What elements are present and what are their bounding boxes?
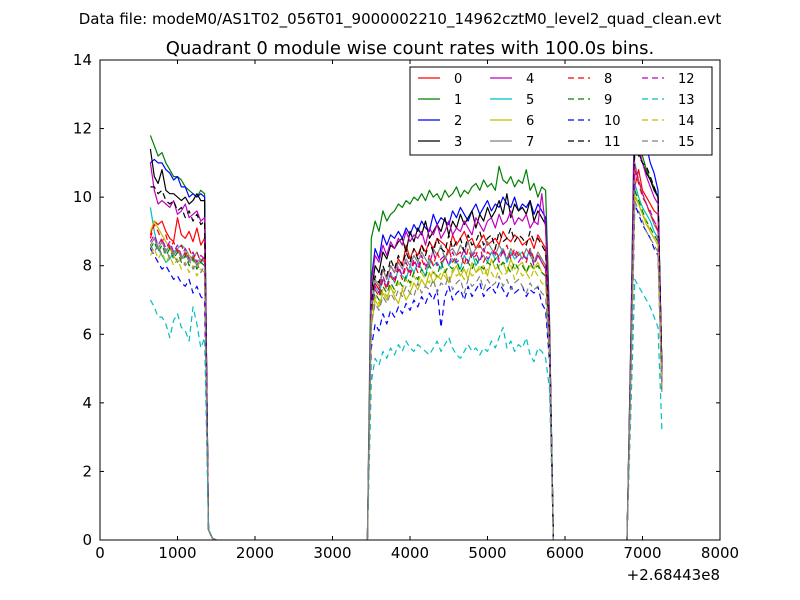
x-tick-label: 3000: [313, 544, 351, 562]
y-tick-label: 8: [82, 257, 92, 275]
series-9-segment-3: [626, 189, 663, 541]
legend-label-4: 4: [526, 72, 534, 87]
series-10-segment-3: [626, 203, 663, 541]
series-15-segment-1: [149, 244, 217, 541]
x-tick-label: 7000: [623, 544, 661, 562]
series-13-segment-3: [626, 278, 663, 541]
legend-label-0: 0: [454, 72, 462, 87]
y-tick-label: 14: [73, 51, 92, 69]
y-tick-label: 12: [73, 120, 92, 138]
series-9-segment-2: [366, 258, 554, 541]
y-tick-label: 10: [73, 188, 92, 206]
y-tick-label: 2: [82, 462, 92, 480]
y-tick-label: 0: [82, 531, 92, 549]
series-7-segment-2: [366, 241, 554, 541]
x-tick-label: 5000: [468, 544, 506, 562]
legend-label-14: 14: [678, 114, 695, 129]
plot-frame: [99, 59, 721, 541]
series-11-segment-2: [366, 227, 554, 541]
series-layer: [149, 79, 663, 541]
legend-label-7: 7: [526, 135, 534, 150]
y-tick-label: 6: [82, 325, 92, 343]
legend-label-3: 3: [454, 135, 462, 150]
legend-label-6: 6: [526, 114, 534, 129]
series-11-segment-3: [626, 145, 663, 541]
legend-label-12: 12: [678, 72, 695, 87]
series-8-segment-2: [366, 244, 554, 541]
x-tick-label: 4000: [391, 544, 429, 562]
legend-label-8: 8: [604, 72, 612, 87]
series-11: [150, 145, 663, 541]
series-10-segment-1: [149, 248, 217, 541]
series-7-segment-3: [626, 162, 663, 541]
x-tick-label: 2000: [236, 544, 274, 562]
legend-label-11: 11: [604, 135, 621, 150]
legend-label-2: 2: [454, 114, 462, 129]
legend-frame: [409, 66, 713, 156]
series-2-segment-2: [366, 196, 554, 541]
legend-label-5: 5: [526, 93, 534, 108]
series-15-segment-3: [626, 200, 663, 541]
legend-label-9: 9: [604, 93, 612, 108]
series-13: [149, 278, 663, 541]
x-tick-label: 0: [95, 544, 105, 562]
series-13-segment-2: [366, 326, 554, 541]
series-13-segment-1: [149, 299, 217, 541]
tick-layer: 0 1000 2000 3000 4000 5000 6000 7000 80000246810…: [73, 51, 739, 562]
chart-title: Quadrant 0 module wise count rates with …: [166, 38, 655, 59]
series-15-segment-2: [366, 275, 554, 541]
x-tick-label: 8000: [701, 544, 739, 562]
series-6-segment-2: [366, 258, 554, 541]
legend-label-13: 13: [678, 93, 695, 108]
series-3-segment-2: [366, 193, 554, 541]
legend-label-1: 1: [454, 93, 462, 108]
legend-label-10: 10: [604, 114, 621, 129]
legend-label-15: 15: [678, 135, 695, 150]
series-4-segment-2: [366, 193, 554, 541]
series-12-segment-1: [149, 234, 217, 541]
series-14-segment-2: [366, 265, 554, 541]
x-tick-label: 6000: [546, 544, 584, 562]
suptitle: Data file: modeM0/AS1T02_056T01_90000022…: [79, 10, 722, 29]
x-tick-label: 1000: [158, 544, 196, 562]
y-tick-label: 4: [82, 394, 92, 412]
x-offset-label: +2.68443e8: [627, 566, 720, 584]
series-15: [149, 200, 663, 541]
series-1-segment-2: [366, 165, 554, 541]
